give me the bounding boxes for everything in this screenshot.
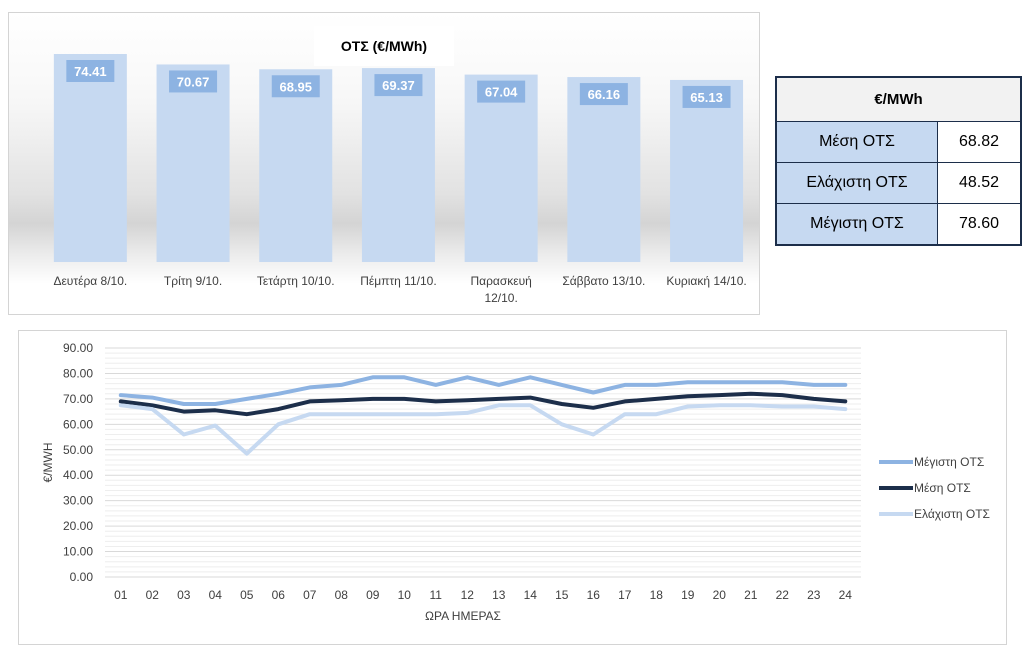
y-tick-label: 60.00 <box>63 417 93 431</box>
bar <box>670 79 744 262</box>
bar-value-label: 74.41 <box>74 64 107 79</box>
stats-table-header-row: €/MWh <box>775 76 1022 122</box>
table-row: Μέση ΟΤΣ 68.82 <box>775 121 1022 163</box>
x-tick-label: 21 <box>744 588 758 602</box>
x-tick-label: 23 <box>807 588 821 602</box>
x-tick-label: Πέμπτη 11/10. <box>360 274 436 288</box>
x-tick-label: 19 <box>681 588 695 602</box>
y-tick-label: 80.00 <box>63 366 93 380</box>
x-tick-label: 15 <box>555 588 569 602</box>
series-line <box>118 375 848 406</box>
y-tick-label: 40.00 <box>63 468 93 482</box>
bar-value-label: 69.37 <box>382 78 415 93</box>
stats-value-min: 48.52 <box>937 162 1022 204</box>
y-tick-label: 90.00 <box>63 341 93 355</box>
y-tick-label: 70.00 <box>63 392 93 406</box>
stats-label-min: Ελάχιστη ΟΤΣ <box>775 162 938 204</box>
bar-value-label-bg <box>169 70 218 93</box>
bar-value-label-bg <box>477 80 526 103</box>
x-tick-label: 11 <box>430 588 443 602</box>
x-tick-label: 08 <box>335 588 349 602</box>
table-row: Μέγιστη ΟΤΣ 78.60 <box>775 203 1022 246</box>
bar-value-label: 68.95 <box>279 79 312 94</box>
x-tick-label: 01 <box>114 588 128 602</box>
bar-chart-svg: 74.41 Δευτέρα 8/10. 70.67 Τρίτη 9/10. 68.95 Τ… <box>53 54 747 305</box>
y-tick-label: 0.00 <box>70 570 94 584</box>
bar <box>567 77 641 262</box>
bar-value-label-bg <box>66 60 115 82</box>
legend-label: Ελάχιστη ΟΤΣ <box>914 507 990 521</box>
x-tick-label: 04 <box>209 588 223 602</box>
y-axis-title: €/MWH <box>41 443 55 483</box>
bar-chart-title: ΟΤΣ (€/MWh) <box>340 38 428 54</box>
legend-label: Μέση ΟΤΣ <box>914 481 971 495</box>
x-tick-label: 12 <box>461 588 475 602</box>
x-tick-label: 06 <box>272 588 286 602</box>
x-tick-label: 05 <box>240 588 254 602</box>
bar-value-label: 67.04 <box>485 85 518 100</box>
stats-label-mean: Μέση ΟΤΣ <box>775 121 938 163</box>
table-row: Ελάχιστη ΟΤΣ 48.52 <box>775 162 1022 204</box>
x-tick-label: Κυριακή 14/10. <box>666 274 746 288</box>
bar <box>156 64 230 262</box>
bar <box>53 54 127 262</box>
x-tick-label: Παρασκευή 12/10. <box>470 274 531 305</box>
stats-value-max: 78.60 <box>937 203 1022 246</box>
stats-label-max: Μέγιστη ΟΤΣ <box>775 203 938 246</box>
bar <box>464 74 538 262</box>
bar-value-label-bg <box>682 85 731 108</box>
stats-table: €/MWh Μέση ΟΤΣ 68.82 Ελάχιστη ΟΤΣ 48.52 … <box>775 76 1022 246</box>
y-tick-label: 10.00 <box>63 545 93 559</box>
x-tick-label: Σάββατο 13/10. <box>562 274 645 288</box>
x-tick-label: 16 <box>587 588 601 602</box>
stats-table-header: €/MWh <box>775 76 1022 122</box>
x-tick-label: 02 <box>146 588 160 602</box>
x-tick-label: 17 <box>618 588 632 602</box>
x-tick-label: 18 <box>650 588 664 602</box>
bar-value-label: 65.13 <box>690 90 723 105</box>
y-tick-label: 20.00 <box>63 519 93 533</box>
x-tick-label: 07 <box>303 588 317 602</box>
bar-value-label: 70.67 <box>177 74 210 89</box>
bar-value-label-bg <box>579 83 628 106</box>
x-tick-label: Δευτέρα 8/10. <box>53 274 127 288</box>
stats-value-mean: 68.82 <box>937 121 1022 163</box>
series-line <box>118 391 848 417</box>
x-tick-label: 09 <box>366 588 380 602</box>
legend-label: Μέγιστη ΟΤΣ <box>914 455 984 469</box>
x-tick-label: 10 <box>398 588 412 602</box>
x-tick-label: 22 <box>776 588 790 602</box>
x-tick-label: Τετάρτη 10/10. <box>257 274 335 288</box>
bar <box>361 68 435 262</box>
x-tick-label: 03 <box>177 588 191 602</box>
bar-value-label-bg <box>271 75 320 98</box>
line-chart-panel: 0.00 10.00 20.00 30.00 40.00 50.00 60.00 70.00 8… <box>18 330 1007 645</box>
x-tick-label: Τρίτη 9/10. <box>164 274 222 288</box>
y-tick-label: 50.00 <box>63 443 93 457</box>
x-axis-title: ΩΡΑ ΗΜΕΡΑΣ <box>425 609 501 623</box>
x-tick-label: 24 <box>839 588 853 602</box>
series-line <box>118 403 848 456</box>
x-tick-label: 13 <box>492 588 506 602</box>
bar <box>259 69 333 262</box>
bar-chart-title-box <box>314 26 454 66</box>
x-tick-label: 14 <box>524 588 538 602</box>
line-chart-svg: 0.00 10.00 20.00 30.00 40.00 50.00 60.00 70.00 8… <box>41 341 990 623</box>
bar-value-label: 66.16 <box>588 87 621 102</box>
y-tick-label: 30.00 <box>63 494 93 508</box>
bar-value-label-bg <box>374 74 423 97</box>
x-tick-label: 20 <box>713 588 727 602</box>
bar-chart-panel: 74.41 Δευτέρα 8/10. 70.67 Τρίτη 9/10. 68.95 Τ… <box>8 12 760 315</box>
